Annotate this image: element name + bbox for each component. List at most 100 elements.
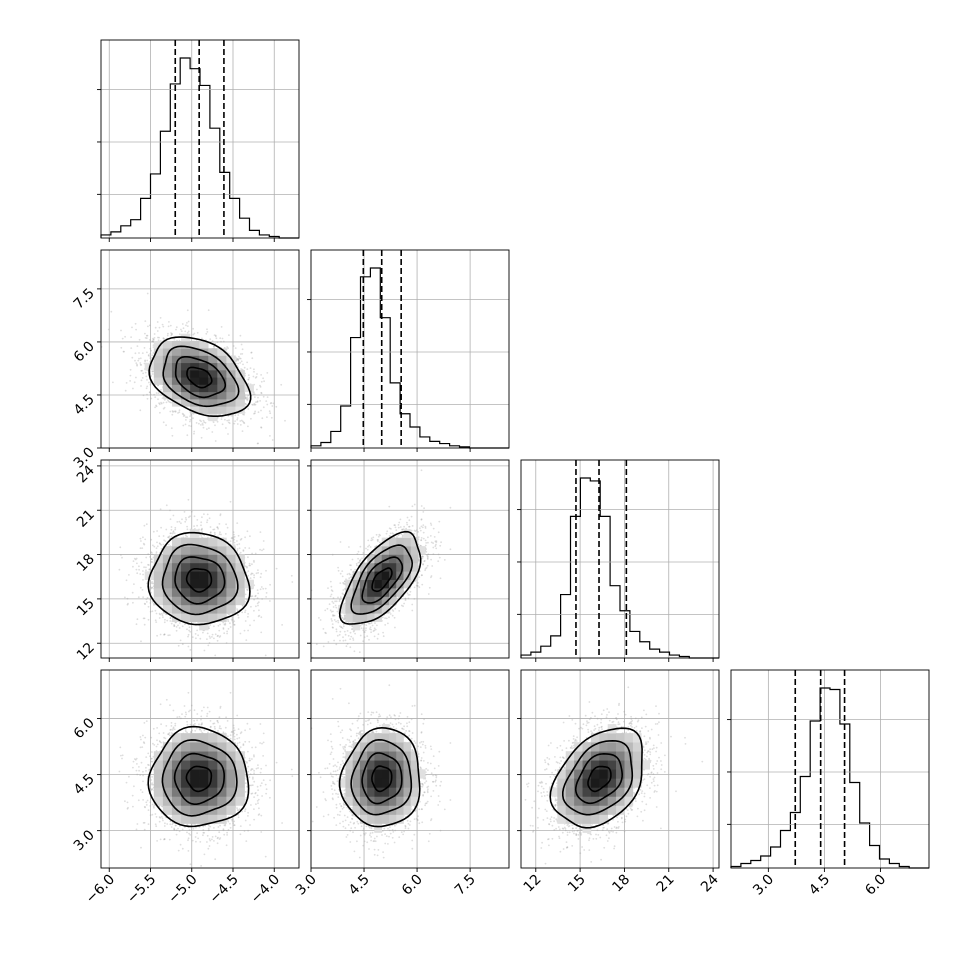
scatter-point — [233, 544, 236, 547]
histogram-bars — [730, 687, 929, 869]
scatter-point — [256, 388, 258, 391]
scatter-point — [170, 334, 173, 337]
scatter-point — [198, 422, 200, 425]
scatter-point — [234, 347, 237, 349]
scatter-point — [173, 625, 176, 627]
scatter-point — [218, 629, 221, 632]
scatter-point — [201, 516, 203, 519]
scatter-point — [256, 373, 258, 375]
scatter-point — [129, 374, 132, 377]
density-cell — [162, 355, 173, 364]
scatter-point — [210, 536, 212, 539]
scatter-point — [205, 332, 208, 335]
scatter-point — [154, 609, 157, 612]
scatter-point — [212, 421, 215, 424]
scatter-point — [254, 412, 256, 415]
scatter-point — [226, 526, 229, 529]
scatter-point — [130, 347, 133, 349]
scatter-point — [257, 396, 259, 399]
scatter-point — [157, 392, 160, 394]
scatter-point — [246, 566, 248, 569]
scatter-point — [217, 527, 219, 530]
scatter-point — [246, 530, 249, 533]
scatter-point — [144, 360, 146, 363]
density-cell — [217, 406, 227, 414]
scatter-point — [155, 612, 158, 615]
scatter-point — [171, 434, 174, 437]
scatter-point — [233, 533, 235, 536]
scatter-point — [156, 321, 159, 323]
density-cell — [217, 348, 227, 356]
scatter-point — [193, 432, 195, 435]
scatter-point — [169, 620, 172, 622]
scatter-point — [120, 329, 122, 332]
scatter-point — [193, 515, 196, 518]
y-tick-label: 4.5 — [71, 391, 98, 418]
scatter-point — [137, 359, 140, 362]
scatter-point — [237, 358, 240, 361]
scatter-point — [165, 424, 167, 427]
scatter-point — [201, 337, 203, 340]
scatter-point — [179, 639, 182, 642]
panel-content — [101, 292, 286, 445]
scatter-point — [162, 535, 165, 537]
scatter-point — [214, 335, 217, 338]
scatter-point — [244, 402, 247, 405]
scatter-point — [152, 582, 154, 585]
scatter-point — [260, 409, 262, 412]
scatter-point — [170, 427, 173, 430]
scatter-point — [182, 415, 185, 417]
scatter-point — [209, 531, 212, 534]
scatter-point — [190, 510, 193, 513]
density-cell — [162, 384, 173, 393]
histogram-panel — [97, 39, 300, 242]
scatter-point — [169, 617, 172, 619]
scatter-point — [249, 564, 252, 567]
scatter-point — [146, 596, 149, 599]
scatter-point — [189, 630, 192, 633]
scatter-point — [174, 410, 177, 413]
scatter-point — [241, 604, 244, 607]
scatter-point — [228, 613, 231, 615]
scatter-point — [193, 430, 196, 433]
scatter-point — [264, 587, 267, 590]
scatter-point — [259, 384, 261, 387]
scatter-point — [257, 572, 259, 574]
scatter-point — [237, 358, 240, 360]
scatter-point — [168, 321, 170, 323]
scatter-point — [134, 352, 137, 355]
axis-frame — [100, 39, 300, 239]
scatter-point — [263, 380, 265, 383]
scatter-point — [238, 543, 241, 545]
scatter-point — [257, 569, 259, 571]
density-cell — [190, 370, 200, 378]
scatter-point — [125, 579, 128, 582]
density-cell — [199, 406, 209, 414]
scatter-point — [155, 392, 158, 394]
scatter-point — [120, 554, 122, 556]
scatter-point — [174, 528, 177, 531]
density-cell — [171, 377, 182, 385]
scatter-point — [202, 426, 205, 429]
density-cell — [199, 362, 209, 371]
scatter-point — [211, 431, 214, 433]
scatter-point — [178, 333, 181, 336]
scatter-point — [156, 545, 159, 548]
scatter-point — [142, 542, 145, 545]
scatter-point — [240, 368, 243, 370]
scatter-point — [206, 638, 208, 640]
scatter-point — [110, 310, 113, 313]
scatter-point — [209, 624, 212, 626]
scatter-point — [243, 413, 246, 416]
density-cell — [235, 399, 245, 407]
scatter-point — [160, 547, 163, 550]
scatter-point — [221, 423, 224, 426]
scatter-point — [193, 525, 195, 527]
scatter-point — [213, 345, 215, 348]
scatter-point — [242, 420, 244, 423]
scatter-point — [254, 410, 256, 413]
scatter-point — [268, 410, 271, 413]
scatter-point — [159, 508, 162, 511]
scatter-point — [122, 350, 125, 353]
scatter-point — [241, 353, 244, 355]
